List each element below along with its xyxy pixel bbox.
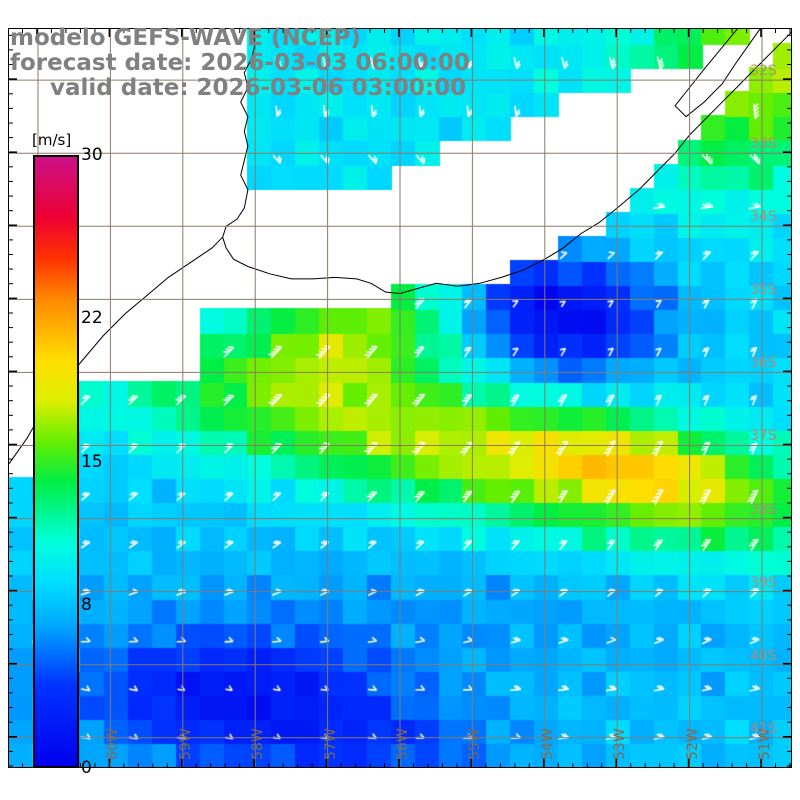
lat-label-41S: 41S xyxy=(750,720,777,737)
colorbar-tick-8: 8 xyxy=(81,594,92,615)
colorbar-tick-15: 15 xyxy=(81,451,103,472)
lat-label-32S: 32S xyxy=(750,63,777,80)
lat-label-37S: 37S xyxy=(750,428,777,445)
lat-label-33S: 33S xyxy=(750,136,777,153)
lon-label-56W: 56W xyxy=(395,728,411,760)
colorbar[interactable] xyxy=(33,155,79,768)
lat-label-40S: 40S xyxy=(750,647,777,664)
lat-label-34S: 34S xyxy=(750,209,777,226)
lon-label-59W: 59W xyxy=(177,728,194,760)
lon-label-53W: 53W xyxy=(612,728,629,760)
lon-label-52W: 52W xyxy=(684,728,701,760)
lat-label-35S: 35S xyxy=(750,282,777,299)
lat-label-38S: 38S xyxy=(750,501,777,518)
graticule-grid-layer xyxy=(9,29,791,767)
right-tick-axis xyxy=(783,34,792,767)
lon-label-58W: 58W xyxy=(250,728,267,760)
colorbar-gradient xyxy=(33,155,79,768)
left-tick-axis xyxy=(8,34,17,767)
colorbar-tick-0: 0 xyxy=(81,758,92,778)
bottom-tick-axis xyxy=(8,759,791,768)
top-tick-axis xyxy=(8,28,791,37)
colorbar-tick-22: 22 xyxy=(81,308,103,329)
lat-label-36S: 36S xyxy=(750,355,777,372)
colorbar-units-label: [m/s] xyxy=(32,131,72,149)
lon-label-57W: 57W xyxy=(322,728,339,760)
map-plot-area[interactable] xyxy=(8,28,792,768)
lon-label-55W: 55W xyxy=(467,728,484,760)
lon-label-60W: 60W xyxy=(105,728,122,760)
lat-label-39S: 39S xyxy=(750,574,777,591)
colorbar-tick-30: 30 xyxy=(81,145,103,165)
lon-label-54W: 54W xyxy=(539,728,556,760)
